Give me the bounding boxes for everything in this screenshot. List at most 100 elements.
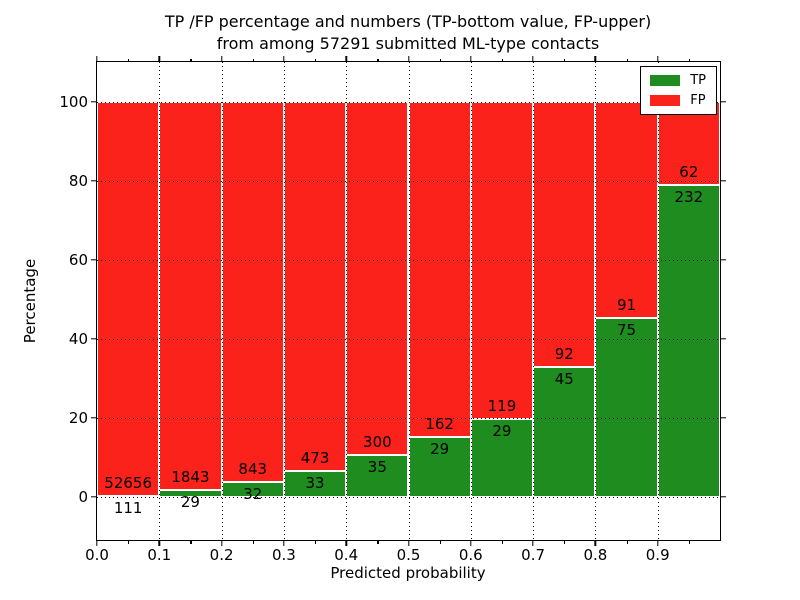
y-tick-right xyxy=(720,416,726,419)
gridline-x-0.2 xyxy=(221,62,223,540)
bar-tp-segment xyxy=(657,184,720,497)
x-tick-label: 0.2 xyxy=(209,546,234,564)
x-tick-major-top xyxy=(96,56,98,62)
bar-tp-count-label: 32 xyxy=(243,485,263,504)
x-tick-major-bottom xyxy=(656,540,659,546)
bar-tp-count-label: 75 xyxy=(617,321,637,340)
legend-label: TP xyxy=(690,73,706,88)
bar-fp-count-label: 300 xyxy=(363,433,392,452)
y-axis-label: Percentage xyxy=(21,258,39,344)
x-tick-minor-top xyxy=(564,58,566,62)
y-tick-left xyxy=(91,179,97,182)
x-tick-label: 0.5 xyxy=(396,546,421,564)
x-tick-minor-top xyxy=(626,58,628,62)
bar-fp-count-label: 62 xyxy=(679,162,699,181)
bar-fp-count-label: 1843 xyxy=(171,468,210,487)
x-tick-major-bottom xyxy=(345,540,347,546)
x-tick-label: 0.3 xyxy=(271,546,296,564)
x-tick-minor-top xyxy=(688,58,691,62)
x-tick-major-bottom xyxy=(96,540,98,546)
x-tick-minor-top xyxy=(190,58,192,62)
legend-swatch-tp xyxy=(650,75,681,86)
gridline-x-0.7 xyxy=(533,62,535,540)
x-tick-minor-bottom xyxy=(626,540,628,544)
x-tick-major-bottom xyxy=(220,540,223,546)
y-tick-label: 20 xyxy=(68,408,88,427)
bar-fp-count-label: 162 xyxy=(425,414,454,433)
x-tick-minor-top xyxy=(128,58,130,62)
x-tick-minor-top xyxy=(501,58,504,62)
x-tick-minor-bottom xyxy=(564,540,566,544)
x-tick-major-top xyxy=(656,56,659,62)
bar-tp-count-label: 232 xyxy=(674,187,704,206)
y-tick-left xyxy=(91,416,97,419)
y-tick-label: 60 xyxy=(68,250,88,269)
x-tick-major-bottom xyxy=(158,540,160,546)
y-tick-right xyxy=(720,337,726,340)
x-tick-label: 0.0 xyxy=(85,546,109,564)
bar-tp-segment xyxy=(595,318,658,497)
y-tick-right xyxy=(720,495,726,498)
x-tick-minor-bottom xyxy=(128,540,130,544)
x-tick-major-bottom xyxy=(532,540,534,546)
bar-tp-count-label: 29 xyxy=(430,439,450,458)
gridline-x-0.8 xyxy=(595,62,597,540)
x-tick-major-top xyxy=(407,56,410,62)
y-tick-label: 0 xyxy=(78,487,88,506)
x-tick-minor-top xyxy=(377,58,379,62)
bar-tp-count-label: 29 xyxy=(180,493,200,512)
bar-tp-count-label: 45 xyxy=(554,369,574,388)
x-tick-major-top xyxy=(283,56,285,62)
x-tick-major-top xyxy=(220,56,223,62)
y-tick-label: 80 xyxy=(68,171,88,190)
bar-tp-count-label: 111 xyxy=(113,498,143,517)
x-tick-major-top xyxy=(532,56,534,62)
x-tick-major-top xyxy=(470,56,472,62)
x-tick-minor-bottom xyxy=(190,540,192,544)
x-tick-major-top xyxy=(594,56,597,62)
bar-fp-count-label: 92 xyxy=(554,344,574,363)
bar-fp-count-label: 52656 xyxy=(104,473,152,492)
bar-fp-count-label: 473 xyxy=(300,448,330,467)
bar-fp-segment xyxy=(533,101,596,367)
x-tick-major-bottom xyxy=(594,540,597,546)
gridline-x-0.6 xyxy=(470,62,472,540)
bar-tp-count-label: 35 xyxy=(367,458,387,477)
x-tick-major-top xyxy=(158,56,160,62)
gridline-x-0.1 xyxy=(159,62,161,540)
bar-fp-segment xyxy=(346,101,409,456)
x-tick-major-bottom xyxy=(470,540,472,546)
bar-fp-segment xyxy=(283,101,347,471)
y-tick-right xyxy=(720,100,726,103)
chart-title-line1: TP /FP percentage and numbers (TP-bottom… xyxy=(164,12,652,31)
x-tick-label: 0.8 xyxy=(583,546,608,564)
x-tick-minor-top xyxy=(315,58,317,62)
chart-title-line2: from among 57291 submitted ML-type conta… xyxy=(216,34,600,53)
bar-fp-segment xyxy=(97,101,160,496)
y-tick-left xyxy=(91,337,97,340)
y-tick-right xyxy=(720,179,726,182)
x-tick-label: 0.9 xyxy=(645,546,670,564)
y-tick-left xyxy=(91,258,97,261)
x-tick-minor-bottom xyxy=(439,540,441,544)
x-tick-label: 0.4 xyxy=(334,546,359,564)
y-tick-left xyxy=(91,495,97,498)
bar-tp-count-label: 33 xyxy=(305,473,325,492)
bar-fp-segment xyxy=(221,101,284,483)
x-tick-label: 0.1 xyxy=(147,546,172,564)
y-tick-right xyxy=(720,258,726,261)
bar-tp-count-label: 29 xyxy=(492,422,512,441)
x-tick-minor-bottom xyxy=(501,540,504,544)
y-tick-left xyxy=(91,100,97,103)
bar-fp-segment xyxy=(408,101,471,437)
x-tick-minor-bottom xyxy=(315,540,317,544)
gridline-x-0.3 xyxy=(283,62,285,540)
gridline-x-0.9 xyxy=(657,62,659,540)
x-tick-major-bottom xyxy=(407,540,410,546)
x-tick-minor-top xyxy=(439,58,441,62)
x-tick-label: 0.7 xyxy=(521,546,546,564)
x-tick-major-bottom xyxy=(283,540,285,546)
bar-fp-count-label: 843 xyxy=(238,460,268,479)
legend-label: FP xyxy=(690,93,706,108)
legend: TP FP xyxy=(640,66,717,115)
